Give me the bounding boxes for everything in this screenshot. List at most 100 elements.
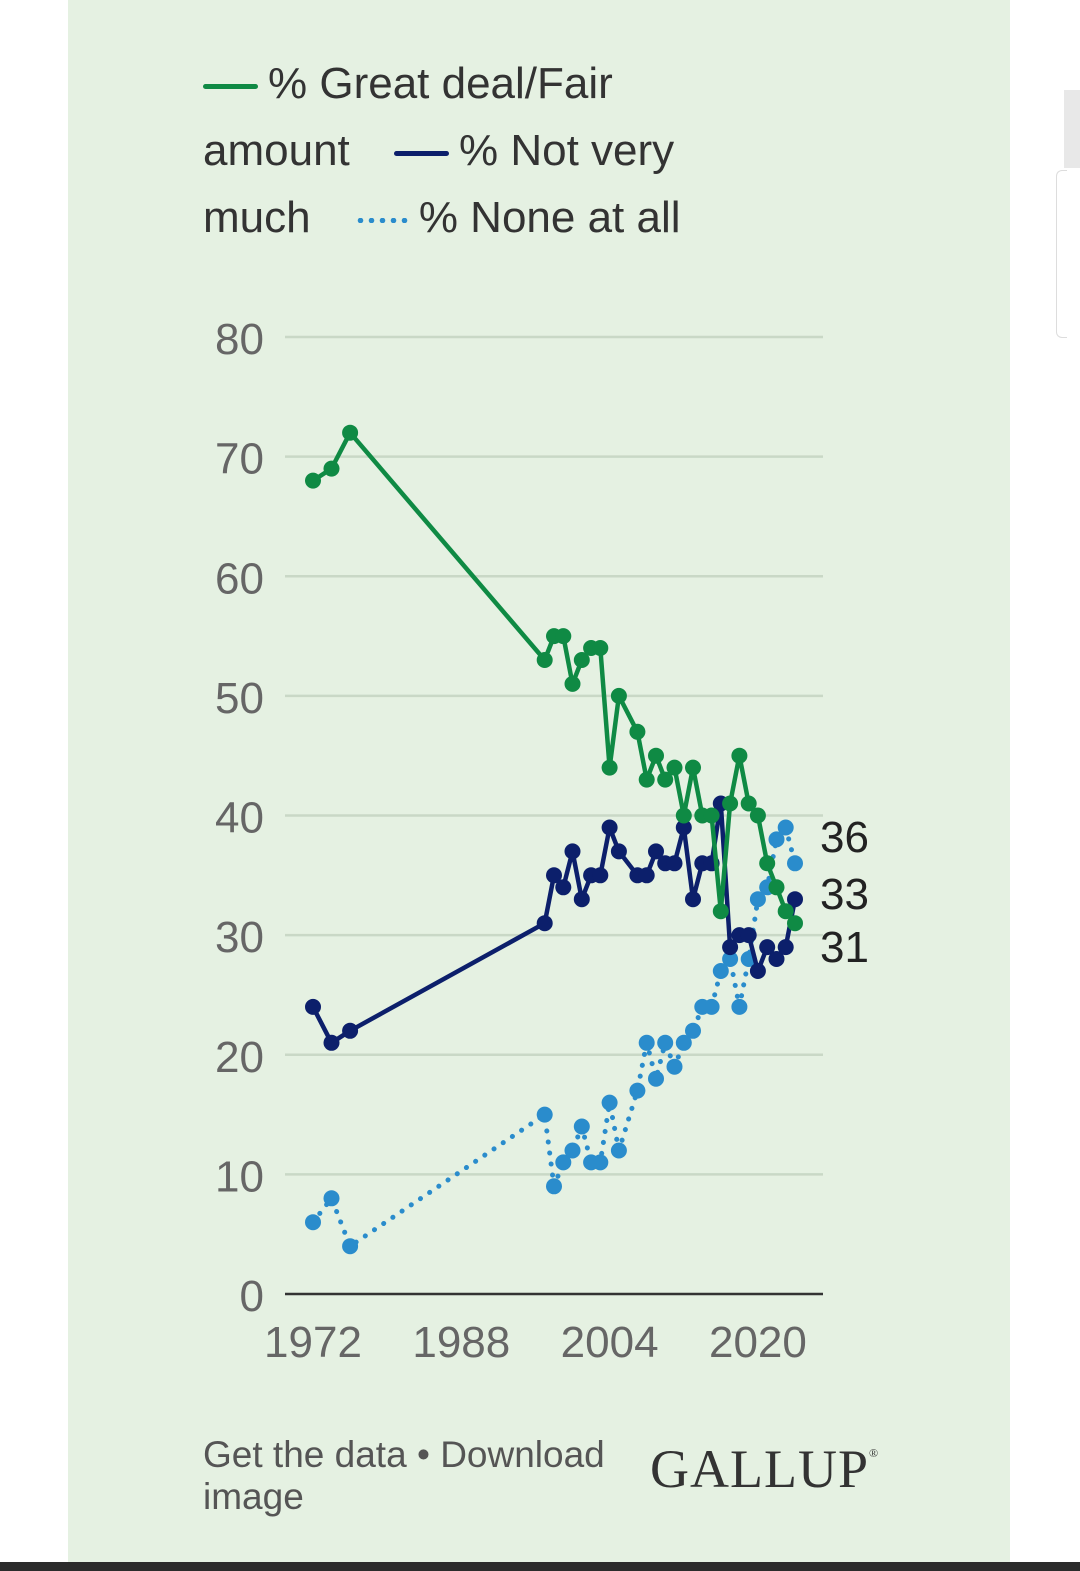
data-point-none-at-all [666,1058,683,1075]
data-point-great-deal [740,795,757,812]
data-point-great-deal [722,795,739,812]
legend-swatch-none-at-all [354,217,409,223]
data-point-none-at-all [629,1082,646,1099]
data-point-none-at-all [564,1142,581,1159]
data-point-none-at-all [685,1022,701,1039]
data-point-great-deal [666,759,683,776]
y-tick-label: 30 [215,913,264,962]
data-point-great-deal [629,723,646,740]
data-point-none-at-all [546,1178,562,1195]
data-point-not-very-much [740,927,757,944]
data-point-great-deal [675,807,692,824]
x-tick-label: 2004 [561,1318,659,1367]
legend-item-great-deal: % Great deal/Fair amount [203,59,613,175]
data-point-none-at-all [768,831,785,848]
legend-swatch-not-very-much [394,150,449,156]
footer-separator: • [416,1434,430,1475]
y-tick-label: 0 [240,1272,264,1321]
data-point-not-very-much [536,915,553,932]
data-point-great-deal [638,771,655,788]
data-point-none-at-all [638,1034,655,1051]
data-point-great-deal [749,807,766,824]
data-point-none-at-all [722,951,739,967]
data-point-none-at-all [787,855,803,872]
data-point-none-at-all [342,1238,359,1255]
data-point-none-at-all [601,1094,618,1111]
data-point-great-deal [323,460,340,477]
data-point-not-very-much [768,951,785,967]
data-point-great-deal [536,652,553,668]
series [305,424,803,1255]
chart-footer: Get the data • Download image [203,1434,653,1518]
data-point-great-deal [703,807,720,824]
data-point-not-very-much [787,891,803,908]
data-point-great-deal [555,628,572,645]
legend-label-none-at-all: % None at all [418,193,681,242]
data-point-none-at-all [675,1034,692,1051]
data-point-great-deal [787,915,803,932]
data-point-none-at-all [648,1070,664,1087]
end-value-label: 33 [820,870,869,919]
data-point-great-deal [648,747,664,764]
data-point-not-very-much [610,843,627,860]
y-tick-label: 10 [215,1152,264,1201]
get-data-link[interactable]: Get the data [203,1434,407,1475]
end-value-label: 31 [820,923,869,972]
data-point-not-very-much [555,879,572,896]
chart-legend: % Great deal/Fair amount % Not very much… [203,50,723,251]
gallup-logo: GALLUP® [650,1439,880,1499]
data-point-great-deal [601,759,618,776]
series-line-not-very-much [310,801,798,1046]
y-tick-label: 50 [215,674,264,723]
legend-label-great-deal: % Great deal/Fair amount [203,59,613,175]
data-point-great-deal [768,879,785,896]
data-point-not-very-much [666,855,683,872]
legend-swatch-great-deal [203,83,258,89]
data-point-not-very-much [749,963,766,979]
data-point-great-deal [759,855,776,872]
legend-item-none-at-all: % None at all [354,193,713,242]
data-point-great-deal [564,675,581,692]
data-point-not-very-much [759,939,776,956]
data-point-not-very-much [592,867,609,884]
data-point-not-very-much [675,819,692,836]
data-point-none-at-all [536,1106,553,1123]
data-point-great-deal [610,687,627,704]
bottom-edge [0,1562,1080,1571]
data-point-great-deal [342,424,359,441]
scrollbar-thumb[interactable] [1064,90,1080,168]
data-point-not-very-much [777,939,794,956]
x-tick-label: 1972 [264,1318,362,1367]
data-point-not-very-much [342,1022,359,1039]
data-point-none-at-all [749,891,766,908]
data-point-great-deal [305,472,321,489]
x-tick-label: 2020 [709,1318,807,1367]
data-point-none-at-all [657,1034,674,1051]
y-tick-label: 40 [215,794,264,843]
data-point-none-at-all [777,819,794,836]
x-tick-label: 1988 [412,1318,510,1367]
data-point-great-deal [685,759,701,776]
data-point-none-at-all [305,1214,321,1231]
data-point-great-deal [573,652,590,668]
data-point-not-very-much [722,939,739,956]
y-tick-label: 20 [215,1033,264,1082]
data-point-none-at-all [712,963,729,979]
data-point-none-at-all [573,1118,590,1135]
data-point-not-very-much [305,998,321,1015]
data-point-not-very-much [601,819,618,836]
data-point-none-at-all [555,1154,572,1171]
legend-item-not-very-much: % Not very much [203,126,674,242]
y-tick-label: 80 [215,315,264,364]
data-point-none-at-all [592,1154,609,1171]
axes: 0 10 20 30 40 50 60 70 80 1972 1988 2004 2020 [215,315,823,1367]
gallup-logo-text: GALLUP [650,1439,869,1499]
data-point-not-very-much [638,867,655,884]
y-tick-label: 60 [215,554,264,603]
data-point-not-very-much [546,867,562,884]
scrollbar-track[interactable] [1056,170,1067,338]
download-image-link[interactable]: Download image [203,1434,605,1517]
data-point-great-deal [592,640,609,656]
